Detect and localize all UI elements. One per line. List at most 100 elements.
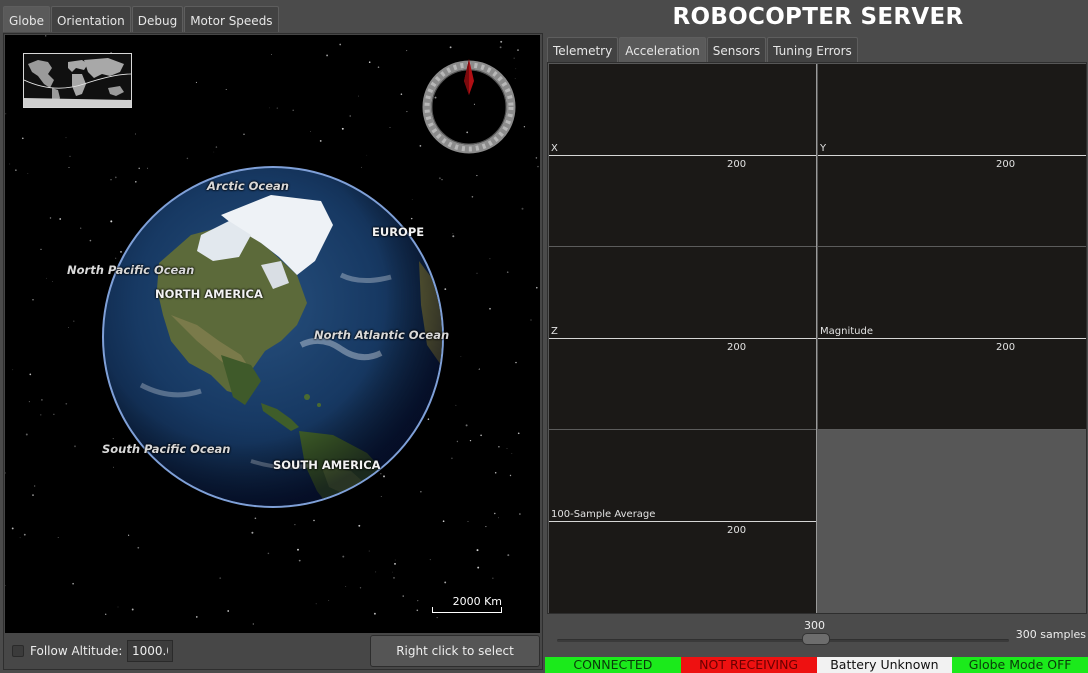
star	[485, 526, 487, 528]
label-south-pacific-ocean: South Pacific Ocean	[102, 442, 231, 456]
star	[466, 131, 469, 134]
select-location-button[interactable]: Right click to select location	[370, 635, 540, 667]
star	[28, 401, 30, 403]
star	[254, 517, 257, 520]
star	[368, 61, 371, 63]
star	[80, 227, 82, 229]
star	[530, 319, 532, 321]
plot-tick-label: 200	[996, 342, 1016, 353]
plot-label: X	[551, 143, 558, 154]
star	[15, 169, 17, 171]
star	[513, 57, 515, 59]
star	[315, 603, 317, 605]
star	[451, 457, 453, 460]
star	[417, 599, 419, 602]
star	[11, 527, 14, 530]
earth-globe[interactable]	[101, 165, 445, 509]
globe-view[interactable]: Arctic Ocean EUROPE North Pacific Ocean …	[5, 35, 540, 633]
star	[411, 199, 413, 201]
follow-altitude-checkbox[interactable]	[12, 645, 24, 657]
star	[498, 517, 499, 519]
tab-debug[interactable]: Debug	[131, 6, 184, 32]
world-overview-map[interactable]	[23, 53, 132, 108]
star	[40, 414, 42, 416]
star	[5, 113, 7, 115]
tab-orientation[interactable]: Orientation	[50, 6, 131, 32]
tab-globe[interactable]: Globe	[3, 6, 50, 32]
star	[420, 491, 422, 493]
plot-z: Z 200	[549, 247, 817, 430]
label-north-pacific-ocean: North Pacific Ocean	[67, 263, 195, 277]
slider-value-label: 300	[804, 619, 825, 632]
tab-tuning-errors[interactable]: Tuning Errors	[767, 37, 858, 62]
star	[34, 485, 36, 487]
star	[131, 608, 134, 611]
star	[215, 146, 218, 148]
star	[373, 612, 376, 615]
star	[49, 217, 52, 219]
tab-telemetry[interactable]: Telemetry	[547, 37, 619, 62]
star	[358, 524, 361, 527]
star	[213, 151, 215, 153]
star	[460, 356, 462, 357]
slider-handle[interactable]	[802, 633, 830, 645]
plot-divider	[549, 246, 816, 247]
star	[375, 571, 377, 573]
star	[113, 466, 114, 468]
star	[12, 369, 14, 371]
label-north-america: NORTH AMERICA	[155, 287, 263, 301]
plot-100-sample-average: 100-Sample Average 200	[549, 430, 817, 613]
plot-divider	[549, 429, 816, 430]
star	[393, 577, 395, 579]
plot-baseline	[549, 155, 816, 156]
star	[515, 68, 517, 70]
star	[112, 438, 114, 440]
compass-icon[interactable]	[421, 59, 517, 155]
altitude-input[interactable]	[127, 640, 173, 662]
label-north-atlantic-ocean: North Atlantic Ocean	[314, 328, 450, 342]
star	[402, 595, 404, 597]
star	[514, 77, 516, 79]
star	[326, 54, 329, 57]
star	[498, 445, 500, 448]
plot-tick-label: 200	[996, 159, 1016, 170]
plot-tick-label: 200	[727, 159, 747, 170]
star	[394, 559, 396, 561]
star	[59, 218, 62, 220]
star	[73, 320, 75, 322]
status-globe-mode: Globe Mode OFF	[952, 657, 1088, 673]
sample-count-slider[interactable]	[557, 639, 1009, 642]
star	[298, 559, 301, 562]
star	[69, 155, 71, 157]
star	[269, 107, 270, 109]
star	[465, 424, 468, 427]
star	[394, 563, 396, 565]
star	[389, 127, 391, 128]
plot-label: 100-Sample Average	[551, 509, 656, 520]
plot-divider	[818, 429, 1086, 430]
star	[339, 43, 342, 46]
star	[494, 472, 497, 474]
tab-sensors[interactable]: Sensors	[706, 37, 767, 62]
star	[27, 173, 29, 175]
tab-acceleration[interactable]: Acceleration	[619, 37, 706, 62]
sample-count-slider-area: 300 300 samples	[547, 614, 1088, 656]
status-connected: CONNECTED	[545, 657, 681, 673]
star	[429, 559, 431, 561]
star	[471, 196, 474, 198]
star	[128, 534, 130, 536]
star	[441, 179, 443, 181]
star	[519, 513, 521, 515]
star	[219, 577, 222, 579]
star	[227, 610, 230, 612]
star	[380, 495, 382, 498]
star	[368, 550, 370, 552]
star	[455, 404, 457, 406]
star	[392, 571, 393, 573]
star	[452, 235, 455, 238]
tab-motor-speeds[interactable]: Motor Speeds	[184, 6, 279, 32]
star	[517, 49, 519, 51]
star	[436, 617, 438, 619]
star	[489, 307, 491, 310]
plot-baseline	[818, 155, 1086, 156]
